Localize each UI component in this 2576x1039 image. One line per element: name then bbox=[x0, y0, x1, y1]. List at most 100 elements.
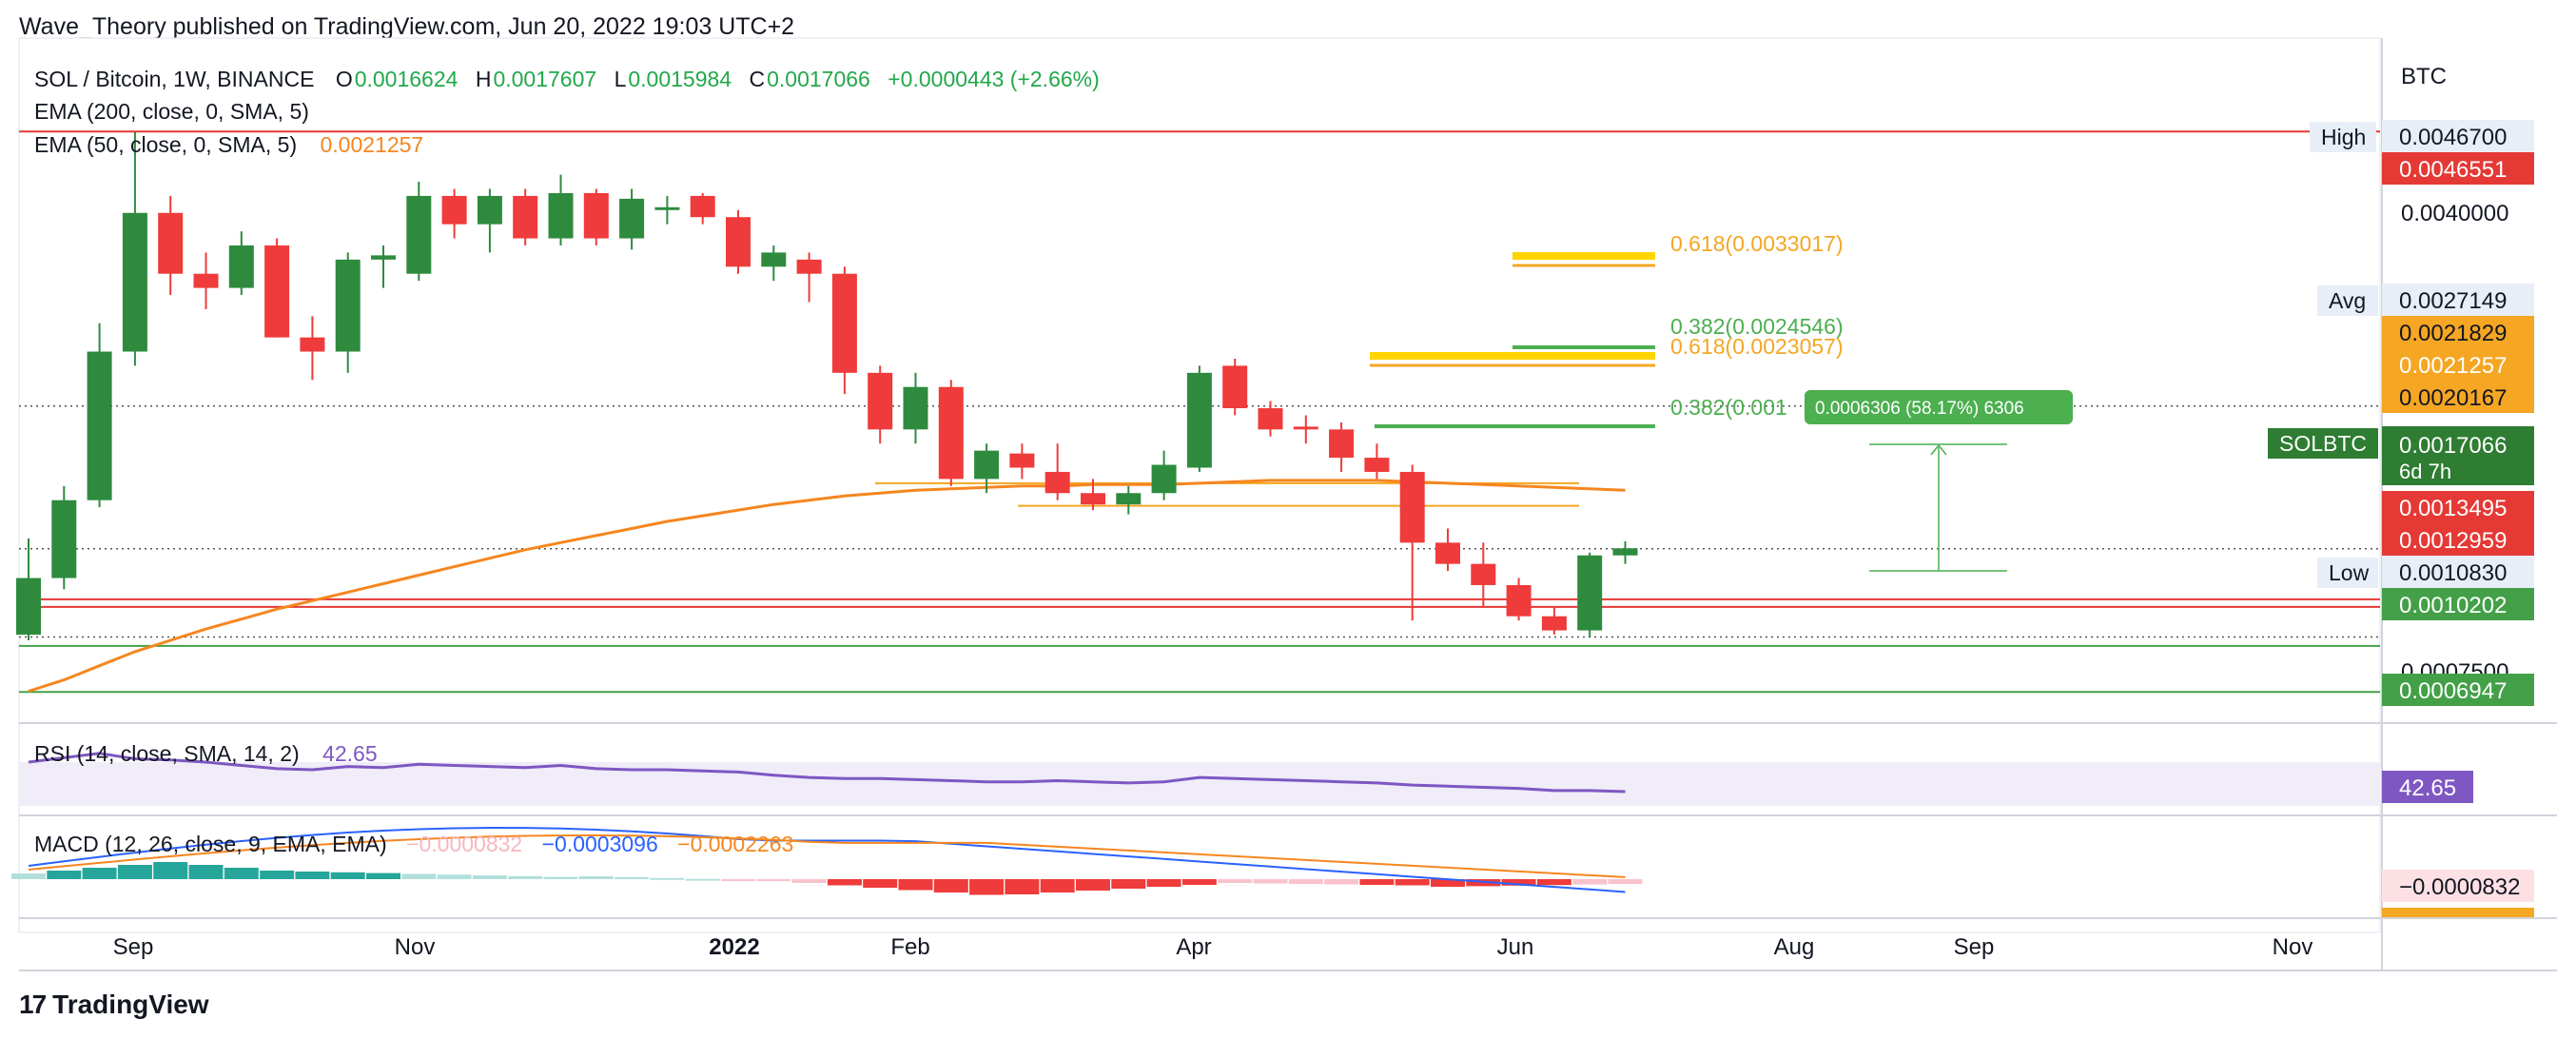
level-green-1: 0.0010202 bbox=[2399, 593, 2507, 618]
measure-label-box bbox=[1805, 390, 2073, 424]
legend-symbol-line: SOL / Bitcoin, 1W, BINANCE O0.0016624 H0… bbox=[34, 67, 1102, 92]
low-tag-bg bbox=[2317, 558, 2378, 588]
symbol-value-bg bbox=[2382, 426, 2534, 485]
candle-body-3 bbox=[122, 212, 147, 352]
brand-name: TradingView bbox=[52, 990, 209, 1019]
candle-body-12 bbox=[441, 195, 467, 225]
high-tag-bg bbox=[2310, 122, 2376, 152]
macd-hist-bar-29 bbox=[1040, 879, 1075, 892]
tradingview-logo-icon: 17 bbox=[19, 990, 47, 1019]
level-orange-3: 0.0020167 bbox=[2399, 385, 2507, 411]
candle-body-16 bbox=[583, 192, 609, 239]
macd-hist-bar-36 bbox=[1288, 879, 1323, 884]
candle-body-23 bbox=[831, 273, 857, 373]
level-red-2: 0.0012959 bbox=[2399, 528, 2507, 554]
candle-body-20 bbox=[726, 217, 751, 267]
macd-line bbox=[28, 826, 1626, 893]
legend-symbol: SOL / Bitcoin, 1W, BINANCE bbox=[34, 67, 315, 91]
legend-l-label: L bbox=[614, 67, 627, 91]
candle-body-25 bbox=[903, 386, 928, 430]
candle-body-17 bbox=[619, 198, 645, 239]
avg-value: 0.0027149 bbox=[2399, 288, 2507, 314]
macd-hist-bar-6 bbox=[224, 868, 259, 879]
fib-label-0: 0.618(0.0033017) bbox=[1670, 231, 1844, 256]
candle-body-1 bbox=[51, 500, 77, 578]
macd-hist-bar-9 bbox=[330, 872, 365, 879]
macd-hist-bar-33 bbox=[1181, 879, 1217, 885]
macd-hist-bar-31 bbox=[1111, 879, 1146, 889]
macd-hist-bar-18 bbox=[650, 877, 685, 880]
x-tick-6: Aug bbox=[1774, 934, 1815, 960]
legend-h-value: 0.0017607 bbox=[493, 67, 597, 91]
macd-hist-bar-5 bbox=[188, 865, 224, 879]
macd-hist-bar-37 bbox=[1324, 879, 1359, 885]
level-orange-1-bg bbox=[2382, 316, 2534, 348]
level-red-2-bg bbox=[2382, 523, 2534, 556]
x-tick-7: Sep bbox=[1954, 934, 1995, 960]
x-tick-0: Sep bbox=[113, 934, 154, 960]
legend-rsi-line: RSI (14, close, SMA, 14, 2) 42.65 bbox=[34, 741, 380, 767]
x-tick-2: 2022 bbox=[709, 934, 759, 960]
legend-macd-value: −0.0003096 bbox=[541, 832, 658, 856]
macd-hist-bar-28 bbox=[1005, 879, 1040, 894]
candle-body-11 bbox=[406, 195, 432, 274]
candle-body-26 bbox=[938, 386, 964, 480]
candle-body-13 bbox=[477, 195, 502, 225]
candle-body-39 bbox=[1399, 471, 1425, 543]
candle-body-15 bbox=[548, 192, 574, 239]
macd-hist-bar-2 bbox=[82, 868, 117, 879]
legend-l-value: 0.0015984 bbox=[628, 67, 732, 91]
macd-hist-bar-19 bbox=[685, 878, 720, 881]
rsi-axis-value: 42.65 bbox=[2399, 775, 2456, 801]
legend-h-label: H bbox=[475, 67, 492, 91]
legend-macd: MACD (12, 26, close, 9, EMA, EMA) bbox=[34, 832, 387, 856]
candle-body-5 bbox=[193, 273, 219, 288]
avg-tag: Avg bbox=[2329, 288, 2366, 313]
symbol-value: 0.0017066 bbox=[2399, 433, 2507, 459]
level-green-2-bg bbox=[2382, 674, 2534, 706]
macd-hist-bar-0 bbox=[11, 873, 46, 879]
avg-value-bg bbox=[2382, 284, 2534, 316]
avg-tag-bg bbox=[2317, 285, 2378, 316]
level-green-2: 0.0006947 bbox=[2399, 678, 2507, 704]
candle-body-41 bbox=[1471, 563, 1496, 585]
legend-rsi-value: 42.65 bbox=[322, 741, 378, 766]
candle-body-4 bbox=[158, 212, 184, 274]
legend-c-value: 0.0017066 bbox=[767, 67, 870, 91]
candle-body-22 bbox=[796, 259, 822, 274]
level-red-top-bg bbox=[2382, 152, 2534, 185]
macd-hist-bar-10 bbox=[366, 872, 400, 879]
candle-body-6 bbox=[228, 245, 254, 288]
macd-signal-axis-tag bbox=[2382, 908, 2534, 917]
rsi-line bbox=[28, 752, 1626, 794]
level-orange-2: 0.0021257 bbox=[2399, 353, 2507, 379]
symbol-tag-bg bbox=[2268, 428, 2378, 459]
macd-hist-bar-38 bbox=[1359, 879, 1395, 885]
tradingview-brand: 17 TradingView bbox=[19, 990, 209, 1020]
macd-hist-bar-12 bbox=[437, 874, 472, 879]
candle-body-10 bbox=[371, 255, 396, 260]
legend-rsi: RSI (14, close, SMA, 14, 2) bbox=[34, 741, 300, 766]
rsi-axis-value-bg bbox=[2382, 771, 2473, 803]
legend-o-label: O bbox=[335, 67, 353, 91]
measure-arrow-icon bbox=[1930, 443, 1947, 456]
legend-c-label: C bbox=[749, 67, 766, 91]
macd-hist-bar-23 bbox=[827, 879, 862, 886]
low-value-bg bbox=[2382, 556, 2534, 588]
candle-body-28 bbox=[1009, 453, 1035, 468]
candle-body-8 bbox=[300, 337, 325, 352]
macd-hist-bar-34 bbox=[1218, 879, 1253, 883]
candle-body-29 bbox=[1044, 471, 1070, 494]
macd-hist-bar-39 bbox=[1395, 879, 1430, 886]
macd-hist-bar-11 bbox=[401, 873, 437, 879]
fib-label-2: 0.618(0.0023057) bbox=[1670, 334, 1844, 359]
candle-body-9 bbox=[335, 259, 361, 352]
ema50-line bbox=[28, 479, 1626, 693]
candle-body-32 bbox=[1151, 464, 1177, 494]
x-tick-4: Apr bbox=[1176, 934, 1211, 960]
candle-body-45 bbox=[1612, 548, 1638, 556]
high-tag: High bbox=[2321, 125, 2366, 149]
macd-hist-bar-13 bbox=[472, 875, 507, 879]
legend-macd-line: MACD (12, 26, close, 9, EMA, EMA) −0.000… bbox=[34, 832, 795, 857]
